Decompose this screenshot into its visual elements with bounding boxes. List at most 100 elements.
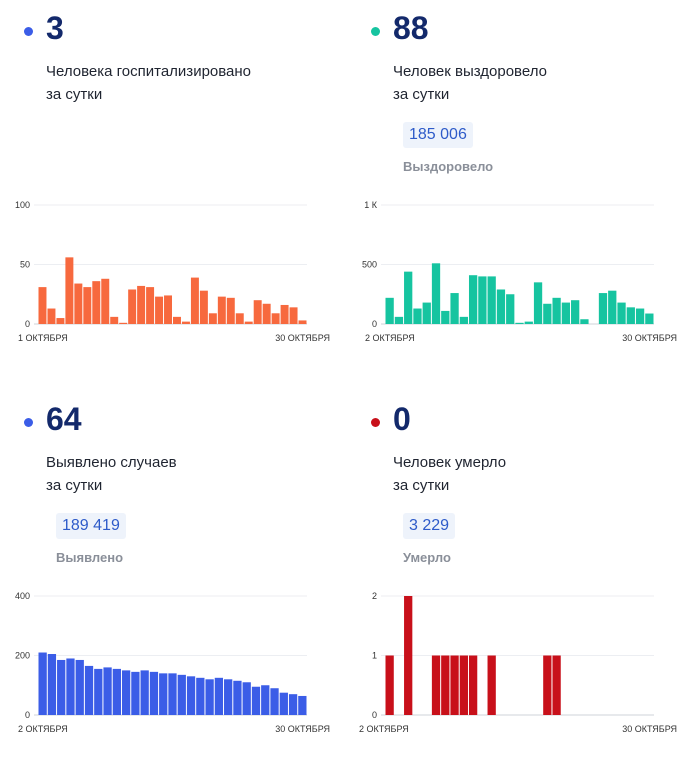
- recovered-bar: [533, 282, 543, 324]
- recovered-bar: [552, 297, 561, 324]
- deaths-bar: [459, 655, 468, 715]
- cases-bar: [298, 695, 307, 715]
- cases-bar: [38, 652, 47, 715]
- recovered-description: Человек выздоровело за сутки: [393, 60, 673, 106]
- recovered-bar: [561, 302, 571, 324]
- cases-total: 189 419: [56, 513, 126, 539]
- deaths-description-line1: Человек умерло: [393, 454, 507, 471]
- x-end-label: 30 ОКТЯБРЯ: [622, 724, 677, 734]
- hospitalized-bar: [65, 257, 74, 324]
- hospitalized-bar: [164, 295, 172, 324]
- deaths-description-line2: за сутки: [393, 477, 450, 494]
- hospitalized-bar: [155, 296, 164, 324]
- cases-panel: 64 Выявлено случаев за сутки 189 419 Выя…: [0, 391, 347, 769]
- recovered-total-label: Выздоровело: [403, 159, 494, 174]
- recovered-panel: 88 Человек выздоровело за сутки 185 006 …: [347, 0, 694, 378]
- recovered-bar: [422, 302, 431, 324]
- y-tick-label: 0: [372, 319, 377, 329]
- cases-bar: [214, 677, 224, 715]
- hospitalized-bar: [74, 283, 83, 324]
- cases-bar: [168, 673, 177, 715]
- hospitalized-bar: [83, 287, 92, 324]
- hospitalized-chart: 0 50 100 1 ОКТЯБРЯ 30 ОКТЯБРЯ: [15, 200, 330, 343]
- y-tick-label: 0: [25, 710, 30, 720]
- hospitalized-bar: [173, 316, 181, 324]
- cases-dot-icon: [24, 418, 33, 427]
- y-tick-label: 2: [372, 591, 377, 601]
- hospitalized-bar: [190, 277, 199, 324]
- recovered-bar: [468, 275, 478, 324]
- hospitalized-description-line1: Человека госпитализировано: [46, 63, 252, 80]
- x-end-label: 30 ОКТЯБРЯ: [275, 333, 330, 343]
- recovered-description-line2: за сутки: [393, 86, 450, 103]
- deaths-count: 0: [393, 401, 411, 437]
- cases-bar: [261, 685, 270, 715]
- hospitalized-description-line2: за сутки: [46, 86, 103, 103]
- y-tick-label: 50: [20, 260, 30, 270]
- cases-bar: [186, 676, 196, 715]
- cases-bar: [103, 667, 112, 715]
- recovered-bar: [608, 290, 617, 324]
- hospitalized-bar: [47, 308, 56, 324]
- recovered-chart: 0 500 1 К 2 ОКТЯБРЯ 30 ОКТЯБРЯ: [362, 200, 677, 343]
- y-tick-label: 0: [372, 710, 377, 720]
- cases-bar: [205, 679, 214, 715]
- deaths-bar: [543, 655, 552, 715]
- cases-bar: [57, 659, 66, 715]
- hospitalized-bar: [289, 307, 298, 324]
- recovered-bar: [441, 310, 450, 324]
- recovered-bar: [515, 322, 524, 324]
- cases-bar: [149, 671, 159, 715]
- recovered-bar: [645, 313, 654, 324]
- cases-description-line2: за сутки: [46, 477, 103, 494]
- hospitalized-bar: [110, 316, 119, 324]
- cases-bar: [288, 694, 298, 715]
- recovered-bar: [404, 271, 413, 324]
- hospitalized-count: 3: [46, 10, 64, 46]
- deaths-bar: [441, 655, 450, 715]
- recovered-bar: [626, 307, 635, 324]
- cases-bar: [196, 677, 205, 715]
- cases-bar: [270, 688, 279, 715]
- recovered-bar: [617, 302, 626, 324]
- recovered-bar: [524, 321, 533, 324]
- hospitalized-bar: [119, 322, 128, 324]
- y-tick-label: 400: [15, 591, 30, 601]
- recovered-bar: [478, 276, 487, 324]
- deaths-bar: [450, 655, 459, 715]
- cases-bar: [66, 658, 75, 715]
- cases-description-line1: Выявлено случаев: [46, 454, 177, 471]
- cases-bar: [233, 680, 242, 715]
- y-tick-label: 100: [15, 200, 30, 210]
- recovered-bar: [496, 289, 506, 324]
- deaths-chart: 0 1 2 2 ОКТЯБРЯ 30 ОКТЯБРЯ: [359, 591, 677, 734]
- deaths-bar: [487, 655, 496, 715]
- deaths-total: 3 229: [403, 513, 456, 539]
- recovered-bar: [450, 293, 459, 324]
- recovered-bar: [394, 316, 404, 324]
- deaths-panel: 0 Человек умерло за сутки 3 229 Умерло 0…: [347, 391, 694, 769]
- hospitalized-bar: [92, 281, 101, 324]
- cases-bar: [75, 659, 84, 715]
- cases-bar: [94, 668, 103, 715]
- hospitalized-bar: [101, 278, 110, 324]
- recovered-bar: [431, 263, 441, 324]
- x-start-label: 1 ОКТЯБРЯ: [18, 333, 68, 343]
- y-tick-label: 1: [372, 651, 377, 661]
- recovered-bar: [543, 303, 552, 324]
- deaths-description: Человек умерло за сутки: [393, 451, 673, 497]
- cases-bar: [177, 674, 186, 715]
- recovered-description-line1: Человек выздоровело: [393, 63, 547, 80]
- cases-bar: [140, 670, 149, 716]
- hospitalized-bar: [208, 313, 217, 324]
- cases-total-label: Выявлено: [56, 550, 124, 565]
- recovered-count: 88: [393, 10, 429, 46]
- cases-bar: [251, 686, 261, 715]
- hospitalized-bar: [271, 313, 280, 324]
- recovered-dot-icon: [371, 27, 380, 36]
- y-tick-label: 500: [362, 260, 377, 270]
- deaths-bar: [431, 655, 441, 715]
- hospitalized-bar: [38, 287, 47, 324]
- hospitalized-bar: [128, 289, 137, 324]
- cases-bar: [159, 673, 168, 715]
